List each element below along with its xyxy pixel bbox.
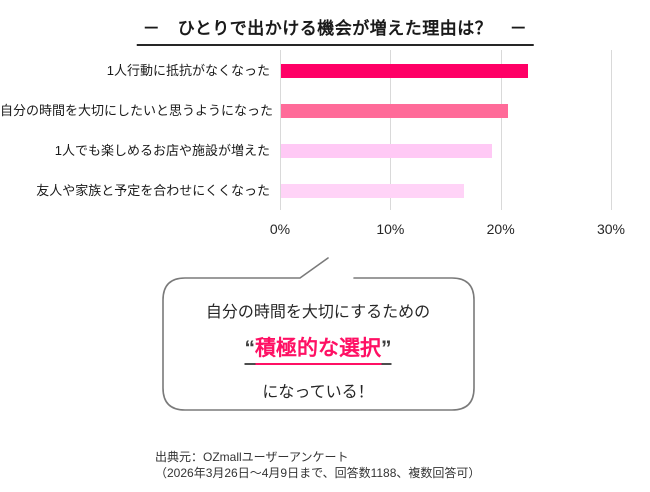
chart-title: － ひとりで出かける機会が増えた理由は？ － — [136, 14, 534, 46]
category-label-0: 1人行動に抵抗がなくなった — [106, 63, 270, 78]
category-label-1: 自分の時間を大切にしたいと思うようになった — [0, 103, 274, 118]
category-labels: 1人行動に抵抗がなくなった自分の時間を大切にしたいと思うようになった 1人でも楽し… — [0, 0, 275, 492]
plot-area — [280, 50, 612, 210]
close-quote: ” — [381, 337, 392, 365]
gridline-30% — [611, 50, 612, 210]
source-note: 出典元：OZmallユーザーアンケート （2026年3月26日～4月9日まで、回… — [155, 449, 480, 481]
open-quote: “ — [244, 337, 255, 365]
highlight-text: 積極的な選択 — [255, 337, 381, 365]
bubble-text-line1: 自分の時間を大切にするための — [205, 304, 431, 321]
bubble-text-highlight-line: “積極的な選択” — [244, 332, 392, 365]
source-line1: 出典元：OZmallユーザーアンケート — [155, 450, 349, 464]
gridline-0% — [280, 50, 281, 210]
bar-3 — [281, 184, 465, 198]
x-axis-ticks: 0% 10% 20% 30% — [270, 221, 625, 241]
source-line2: （2026年3月26日～4月9日まで、回答数1188、複数回答可） — [155, 466, 481, 480]
chart-title-wrap: － ひとりで出かける機会が増えた理由は？ － — [136, 14, 534, 46]
gridline-20% — [500, 50, 502, 210]
gridline-10% — [390, 50, 392, 210]
category-label-2: 1人でも楽しめるお店や施設が増えた — [54, 143, 270, 158]
x-tick-label: 10% — [376, 221, 405, 237]
category-label-3: 友人や家族と予定を合わせにくくなった — [36, 183, 270, 198]
bubble-text-line3: になっている！ — [262, 384, 374, 401]
bar-0 — [281, 64, 529, 78]
x-tick-label: 0% — [269, 221, 291, 237]
bar-1 — [281, 104, 509, 118]
x-tick-label: 20% — [486, 221, 515, 237]
x-tick-label: 30% — [596, 221, 626, 237]
bar-2 — [281, 144, 492, 158]
